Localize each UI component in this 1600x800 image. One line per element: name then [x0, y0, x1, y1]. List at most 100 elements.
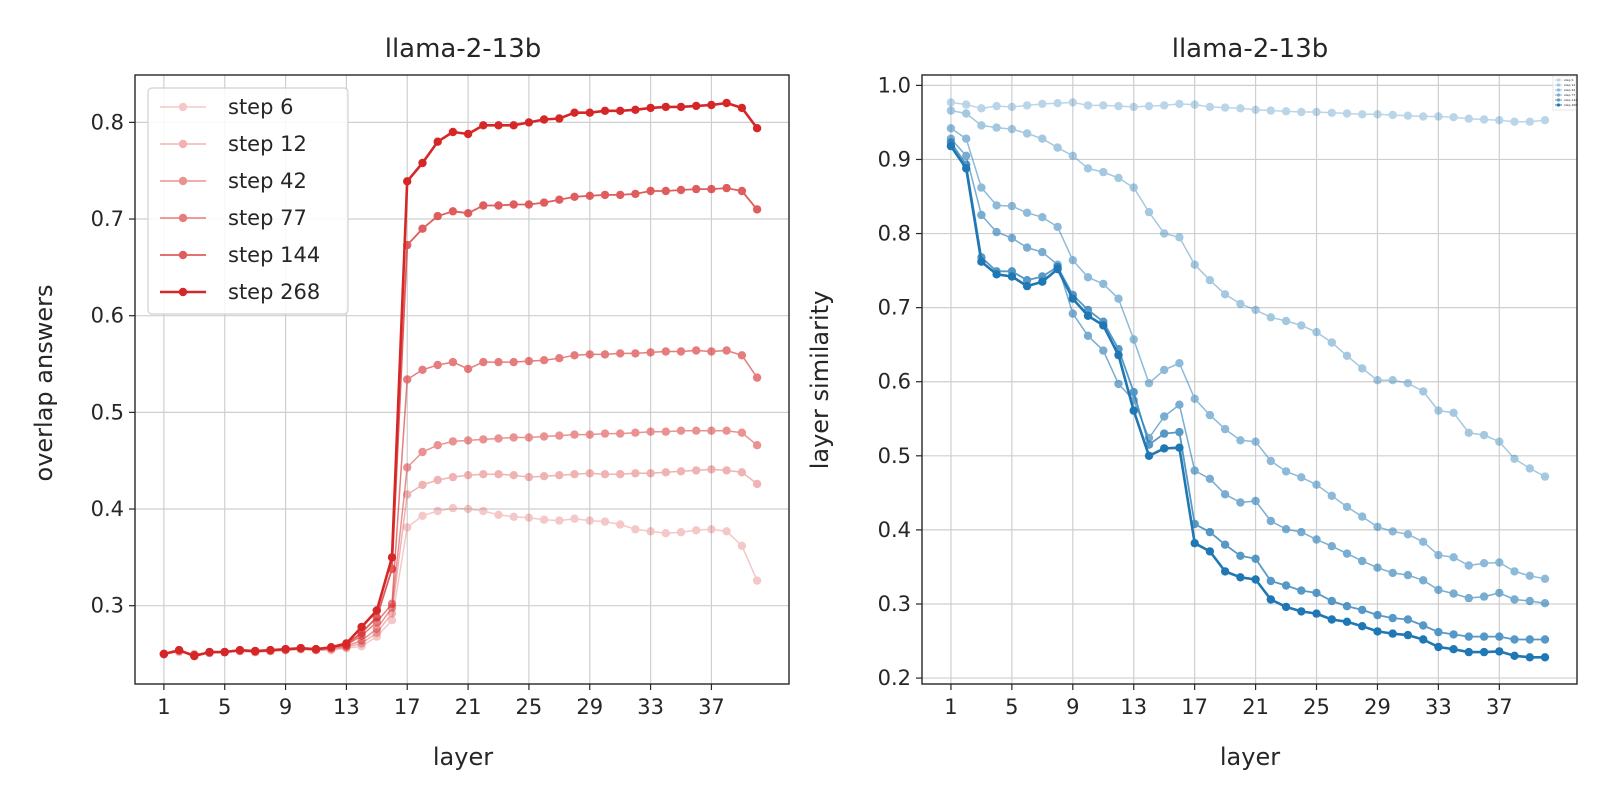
data-point [1525, 464, 1535, 473]
data-point [463, 209, 473, 218]
data-point [1205, 410, 1215, 420]
data-point [403, 375, 412, 384]
data-point [494, 470, 503, 479]
data-point [433, 475, 442, 485]
legend-entry [160, 287, 206, 297]
data-point [661, 186, 670, 196]
data-point [1449, 408, 1458, 417]
legend-marker [178, 213, 188, 223]
data-point [616, 429, 625, 438]
legend-entry [160, 176, 206, 186]
data-point [585, 350, 594, 359]
data-point [1114, 379, 1123, 389]
data-point [539, 472, 549, 481]
data-point [1007, 272, 1017, 281]
data-point [448, 472, 458, 482]
data-point [570, 470, 579, 479]
data-point [585, 430, 594, 439]
data-point [1205, 276, 1215, 285]
data-point [946, 141, 956, 151]
data-point [661, 427, 670, 436]
legend-label: step 12 [1564, 83, 1575, 87]
data-point [1434, 642, 1443, 652]
data-point [555, 354, 564, 363]
data-point [1479, 430, 1489, 440]
data-point [1434, 585, 1443, 595]
data-point [1419, 112, 1428, 121]
data-point [1358, 512, 1367, 521]
data-point [1419, 387, 1428, 396]
data-point [372, 632, 381, 641]
data-point [1236, 299, 1245, 309]
data-point [539, 115, 549, 124]
data-point [1022, 101, 1032, 110]
data-point [372, 613, 381, 622]
data-point [311, 645, 321, 654]
data-point [1449, 589, 1458, 598]
data-point [692, 466, 701, 475]
data-point [1540, 472, 1550, 481]
series-step-77 [159, 346, 762, 660]
data-point [692, 526, 701, 535]
data-point [992, 201, 1001, 210]
data-point [494, 357, 503, 367]
data-point [600, 190, 610, 200]
data-point [1479, 632, 1489, 641]
data-point [1434, 406, 1443, 415]
data-point [1190, 394, 1199, 403]
data-point [1358, 605, 1367, 615]
legend-marker [178, 139, 188, 149]
data-point [752, 576, 762, 585]
data-point [433, 441, 442, 450]
data-point [1068, 309, 1078, 318]
data-point [1297, 473, 1306, 482]
data-point [1190, 466, 1199, 475]
data-point [555, 471, 564, 480]
series-step-42 [159, 426, 762, 660]
x-tick-label: 21 [455, 695, 482, 719]
data-point [1129, 387, 1138, 397]
data-point [752, 205, 762, 214]
data-point [1175, 99, 1184, 109]
data-point [463, 364, 473, 374]
data-point [418, 224, 427, 233]
x-tick-label: 25 [1303, 695, 1330, 719]
data-point [737, 541, 747, 550]
data-point [1038, 134, 1047, 143]
data-point [509, 433, 518, 442]
data-point [1358, 622, 1367, 631]
y-tick-label: 1.0 [878, 73, 911, 97]
data-point [494, 121, 503, 130]
data-point [1038, 247, 1047, 257]
data-point [1251, 575, 1260, 584]
data-point [190, 651, 199, 661]
data-point [1114, 294, 1123, 303]
data-point [1449, 553, 1458, 562]
data-point [372, 606, 381, 615]
data-point [1251, 437, 1260, 446]
data-point [1205, 102, 1215, 112]
data-point [737, 103, 747, 113]
x-tick-label: 37 [1486, 695, 1513, 719]
x-axis-label: layer [1220, 743, 1280, 771]
data-point [433, 137, 442, 146]
data-point [1327, 596, 1337, 606]
data-point [661, 529, 670, 538]
data-point [494, 510, 503, 519]
data-point [977, 104, 986, 113]
data-point [1403, 615, 1413, 624]
data-point [676, 102, 686, 112]
data-point [448, 127, 458, 137]
data-point [387, 553, 397, 562]
data-point [1495, 588, 1504, 598]
data-point [676, 185, 686, 195]
data-point [1525, 571, 1535, 580]
data-point [1510, 651, 1519, 660]
legend-marker [1556, 88, 1561, 92]
data-point [1327, 108, 1337, 118]
data-point [539, 515, 549, 524]
data-point [1342, 549, 1352, 558]
data-point [1464, 593, 1474, 603]
data-point [585, 516, 594, 525]
data-point [1403, 630, 1413, 640]
